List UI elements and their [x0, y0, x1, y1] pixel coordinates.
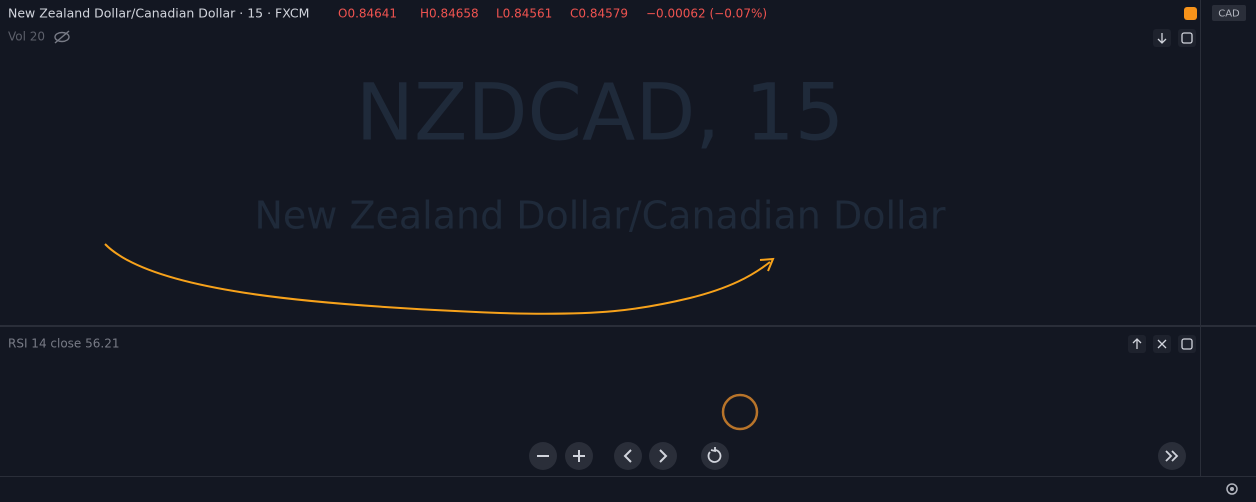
scroll-to-realtime-button[interactable] [1158, 442, 1186, 470]
legend-high: H0.84658 [420, 7, 479, 21]
curve-arrowhead [759, 257, 775, 272]
legend-open: O0.84641 [338, 7, 397, 21]
reset-button[interactable] [701, 442, 729, 470]
chart-title: New Zealand Dollar/Canadian Dollar · 15 … [8, 6, 309, 21]
scroll-right-button[interactable] [649, 442, 677, 470]
hide-volume-icon[interactable] [54, 30, 70, 44]
scroll-down-button[interactable] [1153, 29, 1171, 47]
rsi-title: RSI 14 close 56.21 [8, 337, 119, 351]
scroll-left-button[interactable] [614, 442, 642, 470]
legend-change: −0.00062 (−0.07%) [646, 7, 767, 21]
maximize-button[interactable] [1178, 29, 1196, 47]
volume-label: Vol 20 [8, 30, 45, 44]
currency-label: CAD [1218, 9, 1240, 20]
watermark-symbol: NZDCAD, 15 [356, 68, 845, 158]
rsi-close-button[interactable] [1153, 335, 1171, 353]
settings-button[interactable] [1226, 483, 1238, 495]
currency-badge[interactable] [1212, 5, 1246, 21]
rsi-highlight-circle [721, 393, 759, 431]
rsi-maximize-button[interactable] [1178, 335, 1196, 353]
rounding-bottom-curve [104, 243, 771, 315]
legend-low: L0.84561 [496, 7, 552, 21]
zoom-out-button[interactable] [529, 442, 557, 470]
alert-icon[interactable] [1184, 7, 1197, 20]
zoom-in-button[interactable] [565, 442, 593, 470]
watermark-name: New Zealand Dollar/Canadian Dollar [255, 194, 946, 238]
rsi-move-up-button[interactable] [1128, 335, 1146, 353]
legend-close: C0.84579 [570, 7, 628, 21]
